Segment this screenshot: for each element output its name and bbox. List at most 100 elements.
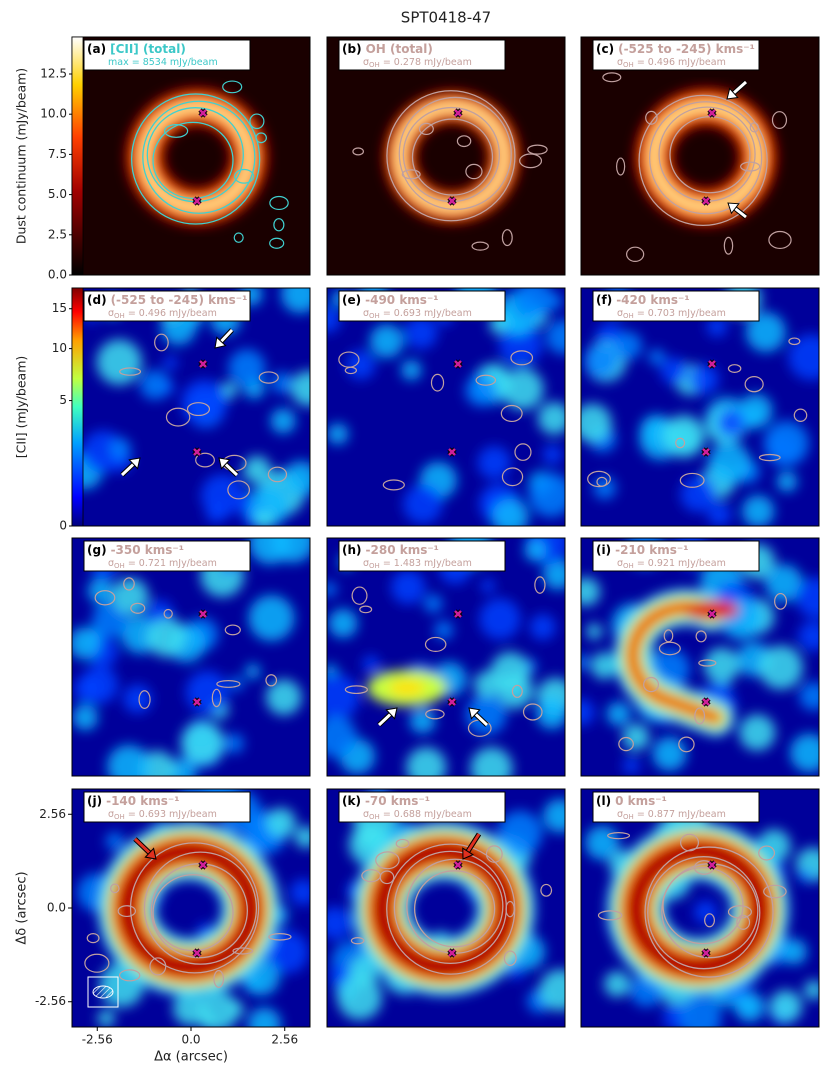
- noise-blob: [123, 684, 152, 714]
- note-sub: OH: [114, 562, 125, 570]
- noise-blob: [111, 577, 149, 615]
- contour: [505, 900, 515, 918]
- contour: [224, 624, 241, 636]
- contour: [736, 914, 751, 930]
- noise-blob: [769, 990, 803, 1023]
- noise-blob: [586, 623, 603, 640]
- noise-blob: [788, 334, 819, 381]
- note-text: = 0.877 mJy/beam: [637, 809, 726, 820]
- contour: [514, 443, 532, 461]
- panel-title: [CII] (total): [110, 42, 186, 56]
- note-sub: OH: [369, 61, 380, 69]
- noise-blob: [243, 455, 272, 484]
- noise-blob: [327, 581, 337, 597]
- note-sub: OH: [369, 813, 380, 821]
- noise-blob: [281, 288, 310, 314]
- contour: [788, 337, 801, 346]
- note-sub: OH: [623, 61, 634, 69]
- image-marker: [702, 197, 710, 205]
- image-marker: [708, 360, 716, 368]
- noise-blob: [790, 733, 819, 773]
- noise-blob: [409, 708, 436, 734]
- noise-blob: [781, 938, 808, 965]
- noise-blob: [581, 403, 612, 443]
- noise-blob: [236, 494, 252, 510]
- noise-blob: [680, 476, 717, 513]
- contour: [698, 659, 717, 667]
- noise-blob: [585, 825, 620, 860]
- contour: [351, 586, 368, 605]
- panel-note: σOH = 0.278 mJy/beam: [363, 57, 472, 70]
- label-box: [338, 791, 506, 823]
- label-box: [592, 39, 760, 71]
- noise-blob: [477, 446, 511, 480]
- colorbar-tick-label: 2.5: [48, 227, 67, 241]
- noise-blob: [180, 721, 225, 765]
- noise-blob: [652, 736, 687, 771]
- contour: [695, 630, 707, 643]
- note-text: = 0.703 mJy/beam: [637, 308, 726, 319]
- contour: [163, 608, 173, 619]
- contour: [744, 376, 764, 393]
- panel-note: σOH = 0.693 mJy/beam: [108, 809, 217, 822]
- contour: [164, 124, 189, 138]
- panel-frame: [580, 537, 820, 777]
- noise-blob: [497, 810, 543, 856]
- contour: [249, 113, 265, 130]
- noise-blob: [109, 437, 132, 460]
- panel-image: [581, 789, 819, 1027]
- panel-label: (k) -70 kms⁻¹: [342, 794, 430, 808]
- note-text: = 0.721 mJy/beam: [128, 558, 217, 569]
- contour: [352, 147, 364, 156]
- arrow-head: [214, 336, 227, 349]
- contour: [382, 479, 405, 491]
- noise-blob: [328, 608, 358, 638]
- contour: [130, 602, 146, 614]
- noise-blob: [514, 288, 554, 318]
- contour: [138, 690, 151, 709]
- noise-blob: [254, 510, 274, 526]
- noise-blob: [294, 825, 310, 849]
- noise-blob: [537, 401, 565, 435]
- note-text: = 0.693 mJy/beam: [128, 809, 217, 820]
- noise-blob: [470, 747, 513, 776]
- note-symbol: σ: [108, 308, 114, 319]
- noise-blob: [803, 980, 819, 1000]
- noise-blob: [181, 379, 228, 426]
- contour: [424, 636, 447, 652]
- image-marker: [708, 109, 716, 117]
- image-marker: [448, 698, 456, 706]
- panel-id: (l): [596, 794, 611, 808]
- panel-frame: [326, 537, 566, 777]
- contour: [638, 94, 768, 227]
- noise-blob: [763, 420, 809, 466]
- note-text: = 0.688 mJy/beam: [383, 809, 472, 820]
- contour: [534, 576, 546, 594]
- noise-blob: [707, 502, 732, 526]
- noise-blob: [248, 595, 295, 641]
- noise-blob: [745, 312, 786, 353]
- noise-blob: [796, 577, 819, 619]
- contour: [602, 72, 622, 83]
- colorbar-tick-label: 10.0: [40, 107, 67, 121]
- noise-blob: [689, 364, 720, 395]
- image-marker: [454, 109, 462, 117]
- noise-blob: [529, 614, 556, 641]
- contour: [475, 374, 497, 386]
- arrow-head: [727, 202, 740, 215]
- arrow-head: [726, 87, 739, 100]
- panel-label: (d) (-525 to -245) kms⁻¹: [87, 293, 247, 307]
- noise-blob: [146, 617, 187, 658]
- contour: [758, 453, 781, 462]
- label-box: [592, 791, 760, 823]
- contour: [119, 367, 142, 376]
- note-sub: OH: [114, 813, 125, 821]
- contour: [401, 169, 421, 180]
- label-box: [83, 791, 251, 823]
- colorbar-tick-label: 15: [52, 301, 67, 315]
- panel-label: (b) OH (total): [342, 42, 433, 56]
- contour: [519, 153, 543, 169]
- noise-blob: [536, 697, 565, 730]
- panel-note: σOH = 0.721 mJy/beam: [108, 558, 217, 571]
- panel-image: [72, 789, 310, 1027]
